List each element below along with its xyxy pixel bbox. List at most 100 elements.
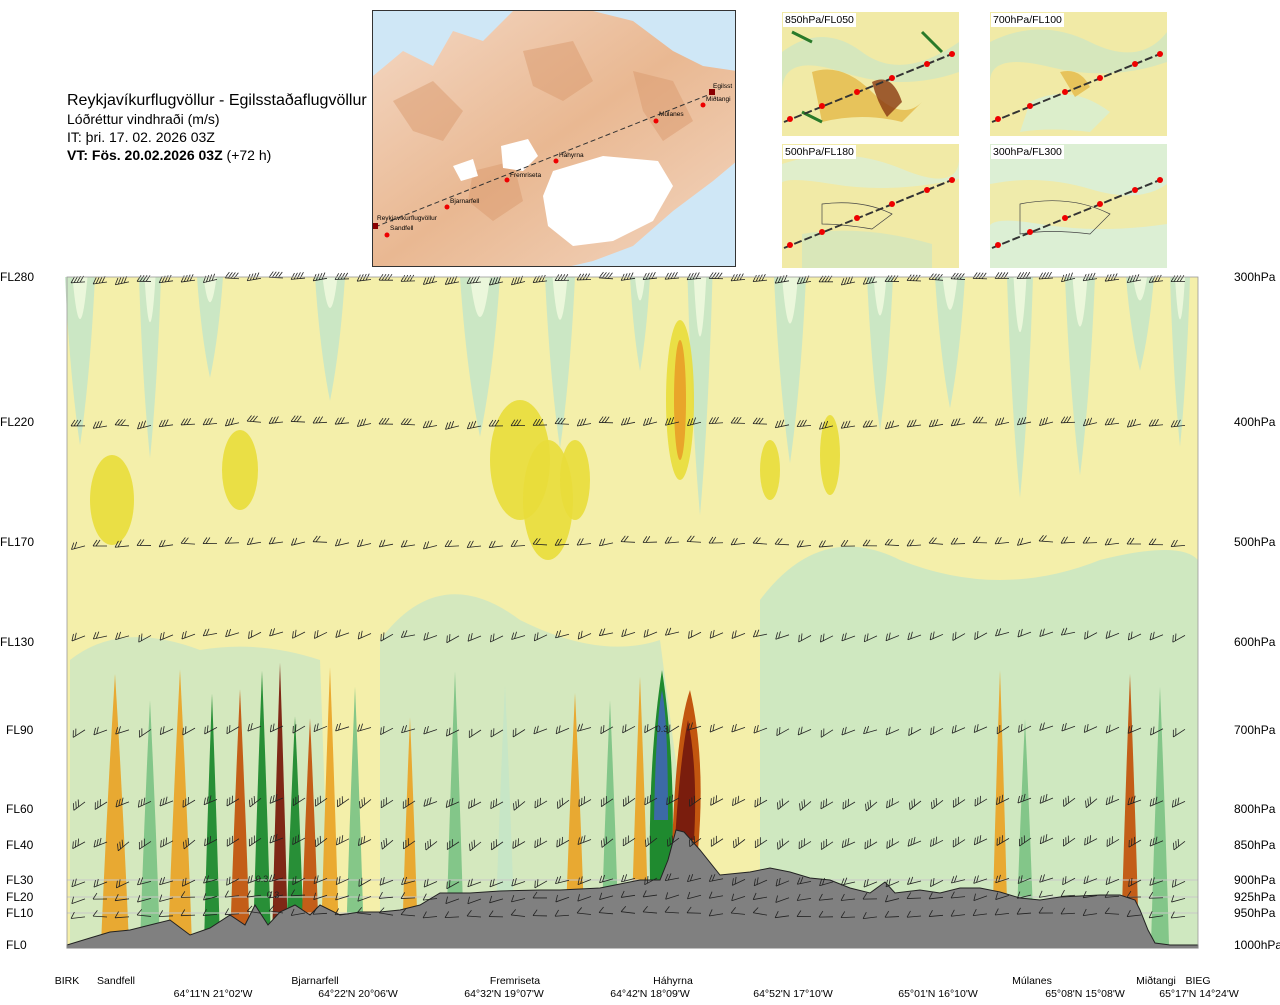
fl-tick-label: FL20 xyxy=(6,890,34,904)
wind-barb xyxy=(137,877,152,886)
wave-band xyxy=(402,717,418,945)
wind-barb xyxy=(1105,724,1120,734)
hpa-tick-label: 500hPa xyxy=(1234,535,1276,549)
wind-barb xyxy=(906,419,922,428)
wind-barb xyxy=(645,835,658,848)
map-label-hahyrna: Háhyrna xyxy=(559,152,584,159)
wind-barb xyxy=(378,539,394,548)
wind-barb xyxy=(777,798,790,810)
wind-barb xyxy=(292,795,306,807)
wind-barb xyxy=(1149,836,1164,847)
fl-tick-label: FL220 xyxy=(0,415,35,429)
updraft-streak-core xyxy=(1175,277,1185,320)
wind-barb xyxy=(1150,726,1164,736)
wind-barb xyxy=(358,835,372,846)
wind-barb xyxy=(950,272,966,280)
thumbnail-850hpa[interactable]: 850hPa/FL050 xyxy=(782,12,959,136)
map-label-bjarnarfell: Bjarnarfell xyxy=(450,198,480,205)
route-map: Reykjavíkurflugvöllur Sandfell Bjarnarfe… xyxy=(372,10,736,267)
wind-barb xyxy=(356,418,372,427)
wind-barb xyxy=(313,892,328,901)
wind-barb xyxy=(378,417,394,425)
wind-barb xyxy=(884,538,900,546)
wind-barb xyxy=(840,893,856,901)
wind-barb xyxy=(312,907,328,915)
wind-barb xyxy=(1017,875,1032,884)
wind-barb xyxy=(402,838,416,850)
wind-barb xyxy=(598,628,614,637)
wind-barb xyxy=(1060,416,1076,424)
updraft-region-east xyxy=(760,546,1198,945)
fl-tick-label: FL10 xyxy=(6,906,34,920)
wind-barb xyxy=(1082,536,1098,544)
wind-barb xyxy=(907,836,922,847)
wind-barb xyxy=(555,875,570,885)
wind-barb xyxy=(335,723,350,732)
wind-barb xyxy=(598,416,614,424)
wind-barb xyxy=(202,628,218,637)
wind-barb xyxy=(1017,891,1032,899)
thumbnail-300hpa[interactable]: 300hPa/FL300 xyxy=(990,144,1167,268)
wind-barb xyxy=(357,630,372,640)
wind-barb xyxy=(840,420,856,429)
wind-barb xyxy=(576,418,592,427)
wind-barb xyxy=(335,538,350,547)
fl-tick-label: FL60 xyxy=(6,802,34,816)
wind-barb xyxy=(886,798,900,809)
wave-band xyxy=(168,669,192,945)
wind-barb xyxy=(599,892,614,900)
fl-tick-label: FL170 xyxy=(0,535,35,549)
wind-barb xyxy=(686,272,702,281)
wind-barb xyxy=(1128,877,1142,887)
updraft-streak xyxy=(630,277,650,372)
wind-barb xyxy=(908,727,922,736)
wind-barb xyxy=(158,419,174,428)
wind-barb xyxy=(1060,627,1076,636)
wind-barb xyxy=(820,633,834,643)
wind-barb xyxy=(467,878,482,888)
wind-barb xyxy=(1060,536,1076,544)
wind-barb xyxy=(70,419,86,427)
wind-barb xyxy=(269,833,284,844)
contour-label: 0.3 xyxy=(656,724,669,734)
wind-barb xyxy=(314,795,328,807)
wind-barb xyxy=(246,905,262,914)
wind-barb xyxy=(710,795,724,806)
wind-barb xyxy=(336,835,350,846)
wind-barb xyxy=(357,723,372,732)
wind-barb xyxy=(554,538,570,546)
wind-barb xyxy=(380,632,394,642)
wind-barb xyxy=(885,420,900,430)
wind-barb xyxy=(466,420,482,430)
wind-barb xyxy=(158,539,174,548)
updraft-streak-core xyxy=(635,277,645,301)
wind-barb xyxy=(159,631,174,641)
wind-barb xyxy=(466,540,482,548)
wind-barb xyxy=(1171,895,1186,903)
issue-time: IT: þri. 17. 02. 2026 03Z xyxy=(67,129,215,145)
wind-barb xyxy=(93,837,108,848)
wind-barb xyxy=(269,793,284,804)
wind-barb xyxy=(422,911,438,919)
wind-barb xyxy=(554,417,570,425)
downdraft-cell xyxy=(820,415,840,495)
wind-barb xyxy=(644,724,658,734)
wind-barb xyxy=(731,723,746,733)
hpa-tick-label: 800hPa xyxy=(1234,802,1276,816)
wind-barb xyxy=(159,726,174,735)
thumbnail-700hpa[interactable]: 700hPa/FL100 xyxy=(990,12,1167,136)
updraft-streak xyxy=(139,277,161,458)
thumbnail-500hpa[interactable]: 500hPa/FL180 xyxy=(782,144,959,268)
wind-barb xyxy=(664,873,680,882)
wind-barb xyxy=(906,892,922,899)
wind-barb xyxy=(93,878,108,888)
wind-barb xyxy=(203,875,218,884)
wind-barb xyxy=(246,272,262,282)
wind-barb xyxy=(224,536,240,544)
wave-band xyxy=(286,716,304,945)
updraft-streak-core xyxy=(942,277,958,310)
wind-barb xyxy=(950,418,966,427)
wind-barb xyxy=(1082,891,1098,899)
wind-barb xyxy=(1104,417,1120,426)
wind-barb xyxy=(115,726,130,735)
